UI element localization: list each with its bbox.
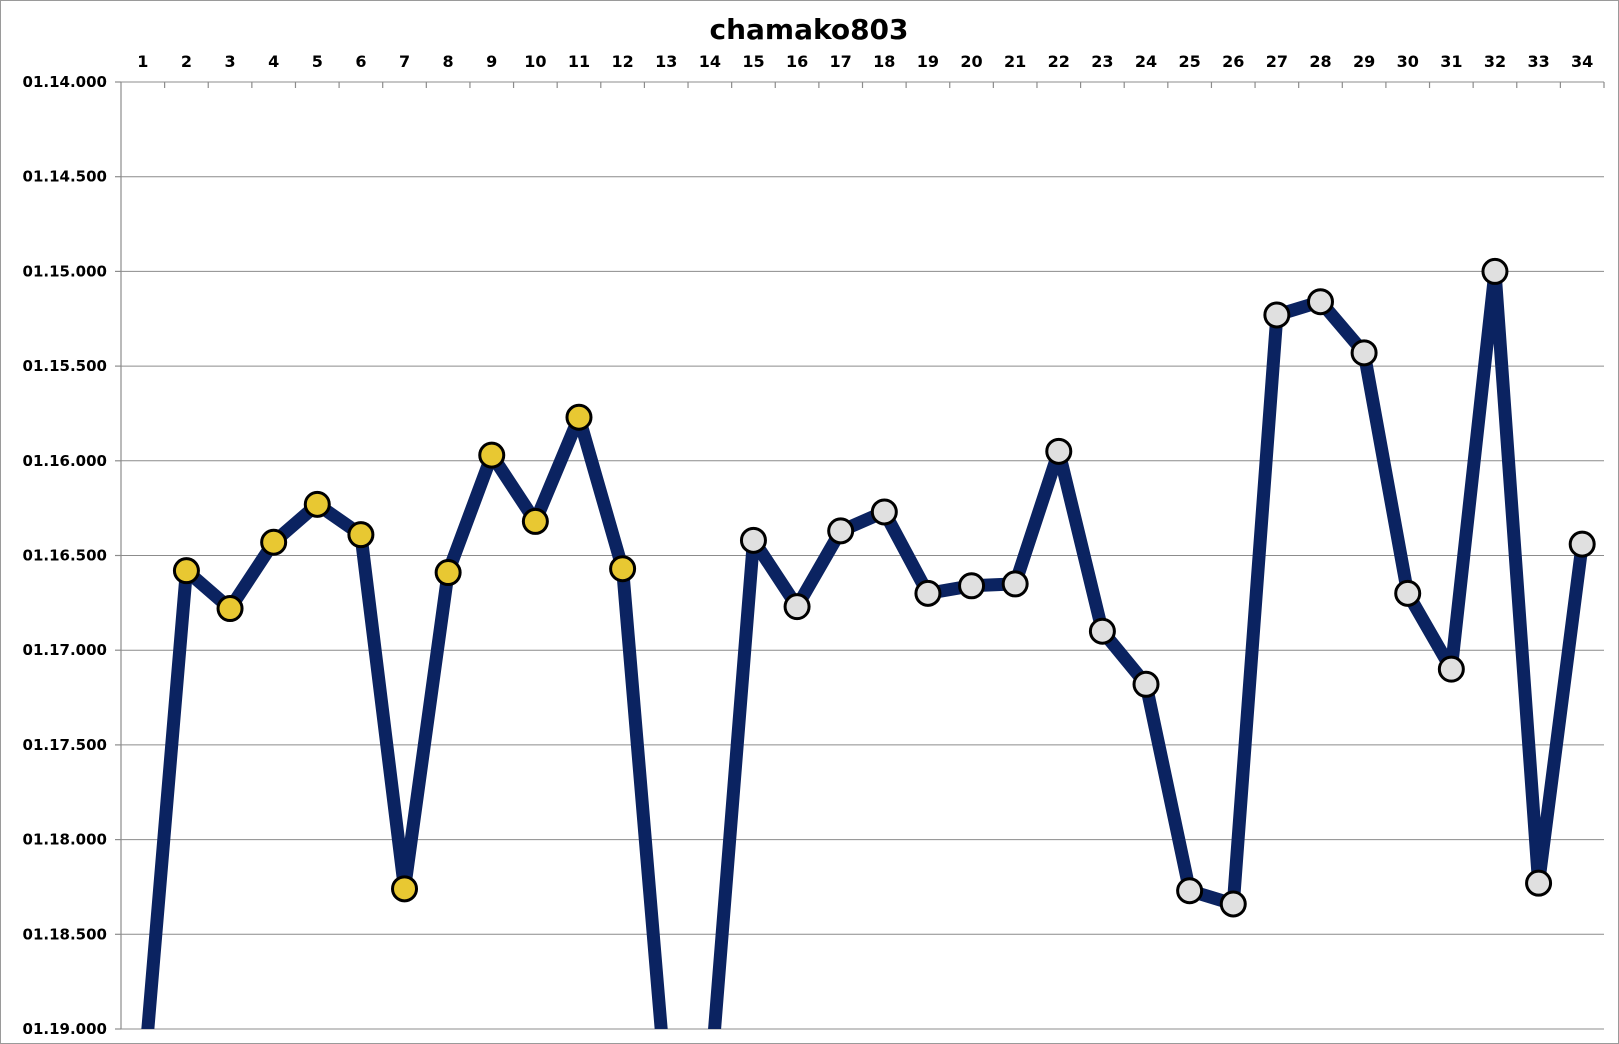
y-tick-label-9: 01.18.500 [23,925,107,943]
y-tick-label-8: 01.18.000 [23,831,107,849]
x-axis-labels: 1 2 3 4 5 6 7 8 9 10 11 12 13 14 15 16 17 18 19 20 21 22 23 24 2… [137,52,1593,71]
series-line-group [141,264,1589,1029]
x-tick-label-14: 14 [699,52,721,71]
data-point-34 [1568,530,1596,558]
data-point-15 [739,526,767,554]
x-tick-label-22: 22 [1048,52,1070,71]
chart-title: chamako803 [709,13,908,46]
x-tick-label-4: 4 [268,52,279,71]
x-tick-label-33: 33 [1527,52,1549,71]
data-point-27 [1263,301,1291,329]
data-point-3 [216,595,244,623]
x-tick-label-3: 3 [224,52,235,71]
x-tick-label-34: 34 [1571,52,1593,71]
x-tick-label-31: 31 [1440,52,1462,71]
data-point-26 [1219,890,1247,918]
x-tick-label-29: 29 [1353,52,1375,71]
data-point-12 [609,555,637,583]
series-line [141,264,1589,1029]
y-tick-label-2: 01.15.000 [23,262,107,280]
data-point-28 [1306,288,1334,316]
x-tick-label-10: 10 [524,52,546,71]
x-tick-label-18: 18 [873,52,895,71]
data-point-8 [434,559,462,587]
data-point-11 [565,403,593,431]
data-point-29 [1350,339,1378,367]
data-point-4 [260,528,288,556]
data-point-5 [303,490,331,518]
x-tick-label-5: 5 [312,52,323,71]
x-tick-label-26: 26 [1222,52,1244,71]
x-tick-label-8: 8 [443,52,454,71]
data-point-2 [172,557,200,585]
x-tick-label-25: 25 [1178,52,1200,71]
data-point-7 [391,875,419,903]
x-tick-label-20: 20 [960,52,982,71]
x-tick-label-13: 13 [655,52,677,71]
y-tick-label-4: 01.16.000 [23,452,107,470]
x-tick-label-21: 21 [1004,52,1026,71]
x-tick-label-27: 27 [1266,52,1288,71]
data-point-33 [1525,869,1553,897]
data-point-16 [783,593,811,621]
data-point-19 [914,579,942,607]
x-tick-label-2: 2 [181,52,192,71]
x-tick-label-30: 30 [1397,52,1419,71]
y-tick-label-3: 01.15.500 [23,357,107,375]
gridlines [115,81,1605,1030]
x-tick-label-9: 9 [486,52,497,71]
data-point-10 [521,507,549,535]
x-tick-label-23: 23 [1091,52,1113,71]
x-tick-label-15: 15 [742,52,764,71]
data-point-31 [1437,655,1465,683]
y-axis-labels: 01.14.000 01.14.500 01.15.000 01.15.500 01.1… [23,73,107,1038]
data-point-18 [870,498,898,526]
x-tick-label-16: 16 [786,52,808,71]
data-point-30 [1394,579,1422,607]
data-point-24 [1132,670,1160,698]
y-tick-label-6: 01.17.000 [23,641,107,659]
x-tick-label-1: 1 [137,52,148,71]
data-point-21 [1001,570,1029,598]
data-point-20 [958,572,986,600]
x-tick-label-32: 32 [1484,52,1506,71]
y-tick-label-10: 01.19.000 [23,1020,107,1038]
data-point-23 [1088,617,1116,645]
marker-group [172,257,1596,918]
x-tick-label-7: 7 [399,52,410,71]
x-tick-label-12: 12 [611,52,633,71]
data-point-17 [827,517,855,545]
data-point-32 [1481,257,1509,285]
x-tick-label-6: 6 [355,52,366,71]
y-tick-label-1: 01.14.500 [23,168,107,186]
x-tick-label-19: 19 [917,52,939,71]
data-point-25 [1176,877,1204,905]
data-point-9 [478,441,506,469]
x-tick-label-28: 28 [1309,52,1331,71]
data-point-6 [347,521,375,549]
y-tick-label-5: 01.16.500 [23,547,107,565]
x-tick-label-11: 11 [568,52,590,71]
y-tick-label-7: 01.17.500 [23,736,107,754]
x-tick-label-17: 17 [830,52,852,71]
x-tick-label-24: 24 [1135,52,1157,71]
y-tick-label-0: 01.14.000 [23,73,107,91]
data-point-22 [1045,437,1073,465]
